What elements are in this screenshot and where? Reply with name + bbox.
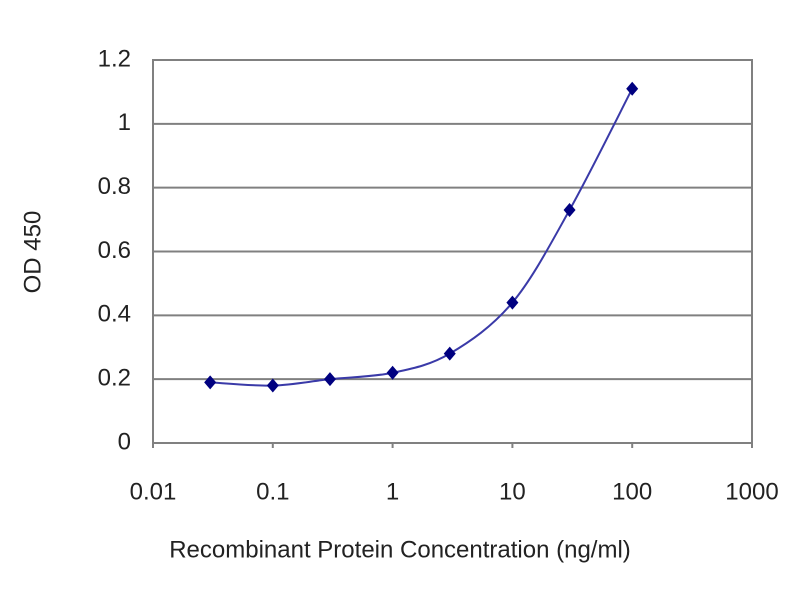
data-point [266, 378, 279, 393]
y-axis-label: OD 450 [19, 211, 46, 294]
x-tick-label: 100 [612, 478, 652, 505]
y-tick-label: 0.8 [98, 173, 131, 200]
x-tick-label: 10 [499, 478, 526, 505]
x-tick-label: 0.1 [256, 478, 289, 505]
data-point [506, 295, 519, 310]
data-point [626, 81, 639, 96]
data-point [204, 375, 217, 390]
data-point [323, 372, 336, 387]
data-point [443, 346, 456, 361]
data-point [563, 203, 576, 218]
data-point [386, 365, 399, 380]
y-tick-label: 0.2 [98, 365, 131, 392]
y-tick-label: 0.4 [98, 301, 131, 328]
y-tick-label: 0 [118, 428, 131, 455]
y-tick-label: 0.6 [98, 237, 131, 264]
x-tick-label: 1 [386, 478, 399, 505]
y-tick-label: 1 [118, 109, 131, 136]
y-tick-label: 1.2 [98, 45, 131, 72]
x-tick-label: 0.01 [130, 478, 177, 505]
x-axis-label: Recombinant Protein Concentration (ng/ml… [169, 536, 631, 563]
x-tick-label: 1000 [725, 478, 778, 505]
